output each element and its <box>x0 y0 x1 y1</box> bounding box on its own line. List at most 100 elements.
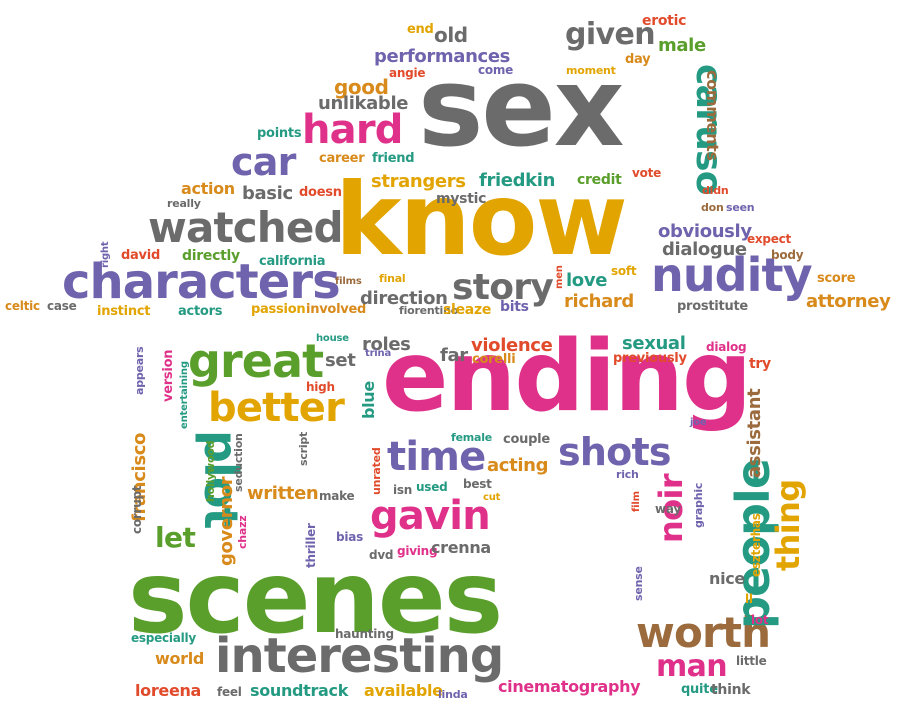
word-world: world <box>155 649 205 668</box>
word-quite: quite <box>681 682 718 697</box>
word-points: points <box>257 126 302 141</box>
word-roles: roles <box>362 334 411 355</box>
word-old: old <box>434 23 468 47</box>
word-house: house <box>316 333 349 344</box>
word-hollywood: hollywood <box>204 440 217 502</box>
word-right: right <box>100 241 111 268</box>
word-blue: blue <box>359 381 378 419</box>
word-car: car <box>231 140 296 184</box>
word-violence: violence <box>471 335 553 356</box>
word-men: men <box>554 265 565 289</box>
word-direction: direction <box>360 288 448 309</box>
word-soft: soft <box>611 264 637 278</box>
word-final: final <box>379 272 406 285</box>
word-seen: seen <box>726 201 755 214</box>
word-time: time <box>387 434 486 480</box>
word-didn: didn <box>702 184 729 197</box>
word-eszterhas: eszterhas <box>749 513 763 577</box>
word-good: good <box>334 75 389 99</box>
word-come: come <box>478 63 514 77</box>
word-day: day <box>625 52 651 67</box>
word-dialogue: dialogue <box>662 239 747 260</box>
word-basic: basic <box>242 183 293 204</box>
word-obviously: obviously <box>658 221 752 242</box>
word-actors: actors <box>178 304 223 319</box>
word-hard: hard <box>302 107 403 153</box>
word-nudity: nudity <box>651 248 813 302</box>
word-moment: moment <box>566 64 616 77</box>
word-ll: ll <box>745 592 753 606</box>
word-rich: rich <box>616 468 639 481</box>
word-attorney: attorney <box>806 291 891 312</box>
word-involved: involved <box>306 302 367 317</box>
word-sex: sex <box>418 43 625 171</box>
word-films: films <box>335 276 362 287</box>
word-celtic: celtic <box>5 299 40 313</box>
word-set: set <box>325 350 356 371</box>
word-corelli: corelli <box>472 352 516 367</box>
word-don: don <box>701 201 724 214</box>
word-couple: couple <box>503 432 550 447</box>
word-film: film <box>631 491 642 512</box>
word-directly: directly <box>182 248 240 264</box>
word-body: body <box>771 248 804 262</box>
word-scenes: scenes <box>128 539 503 656</box>
word-david: david <box>121 248 161 263</box>
word-bias: bias <box>336 530 363 544</box>
word-chazz: chazz <box>236 515 249 549</box>
word-angie: angie <box>389 66 426 80</box>
word-male: male <box>658 35 706 56</box>
word-isn: isn <box>393 483 413 497</box>
word-let: let <box>155 521 196 554</box>
word-action: action <box>181 179 235 198</box>
word-soundtrack: soundtrack <box>250 681 349 700</box>
word-little: little <box>736 654 767 668</box>
word-corrupt: corrupt <box>130 485 144 534</box>
word-characters: characters <box>62 254 341 310</box>
word-linda: linda <box>438 688 468 701</box>
word-worth: worth <box>636 608 771 657</box>
word-shots: shots <box>558 430 672 474</box>
word-crenna: crenna <box>431 538 491 557</box>
word-vote: vote <box>632 166 661 180</box>
word-loreena: loreena <box>135 681 202 700</box>
word-watched: watched <box>148 203 344 252</box>
word-written: written <box>247 483 319 504</box>
word-thing: thing <box>769 479 807 571</box>
word-script: script <box>297 431 310 466</box>
word-previously: previously <box>613 351 687 366</box>
word-sleaze: sleaze <box>443 302 492 318</box>
word-interesting: interesting <box>215 628 504 684</box>
word-expect: expect <box>747 232 792 246</box>
word-cinematography: cinematography <box>498 677 641 696</box>
word-high: high <box>306 380 335 394</box>
word-assistant: assistant <box>744 388 765 478</box>
word-appears: appears <box>133 346 146 396</box>
word-dvd: dvd <box>369 548 394 562</box>
word-given: given <box>565 17 656 52</box>
word-used: used <box>416 480 448 494</box>
word-friedkin: friedkin <box>479 170 556 191</box>
word-lot: lot <box>751 613 769 627</box>
word-think: think <box>711 682 751 698</box>
word-case: case <box>47 299 77 313</box>
word-especially: especially <box>131 631 196 645</box>
word-version: version <box>161 349 176 402</box>
word-passion: passion <box>251 302 306 317</box>
word-haunting: haunting <box>335 627 394 641</box>
word-man: man <box>656 649 728 684</box>
word-ending: ending <box>382 320 752 434</box>
word-dialog: dialog <box>706 340 747 354</box>
word-fiorentino: fiorentino <box>399 304 459 317</box>
word-best: best <box>463 477 492 491</box>
word-score: score <box>817 271 856 286</box>
word-unlikable: unlikable <box>318 93 409 114</box>
word-comments: comments <box>703 70 722 161</box>
word-great: great <box>188 334 324 388</box>
word-nice: nice <box>709 569 745 588</box>
word-friend: friend <box>372 151 415 166</box>
word-giving: giving <box>397 544 438 558</box>
word-joe: joe <box>690 417 707 428</box>
word-graphic: graphic <box>692 482 705 528</box>
